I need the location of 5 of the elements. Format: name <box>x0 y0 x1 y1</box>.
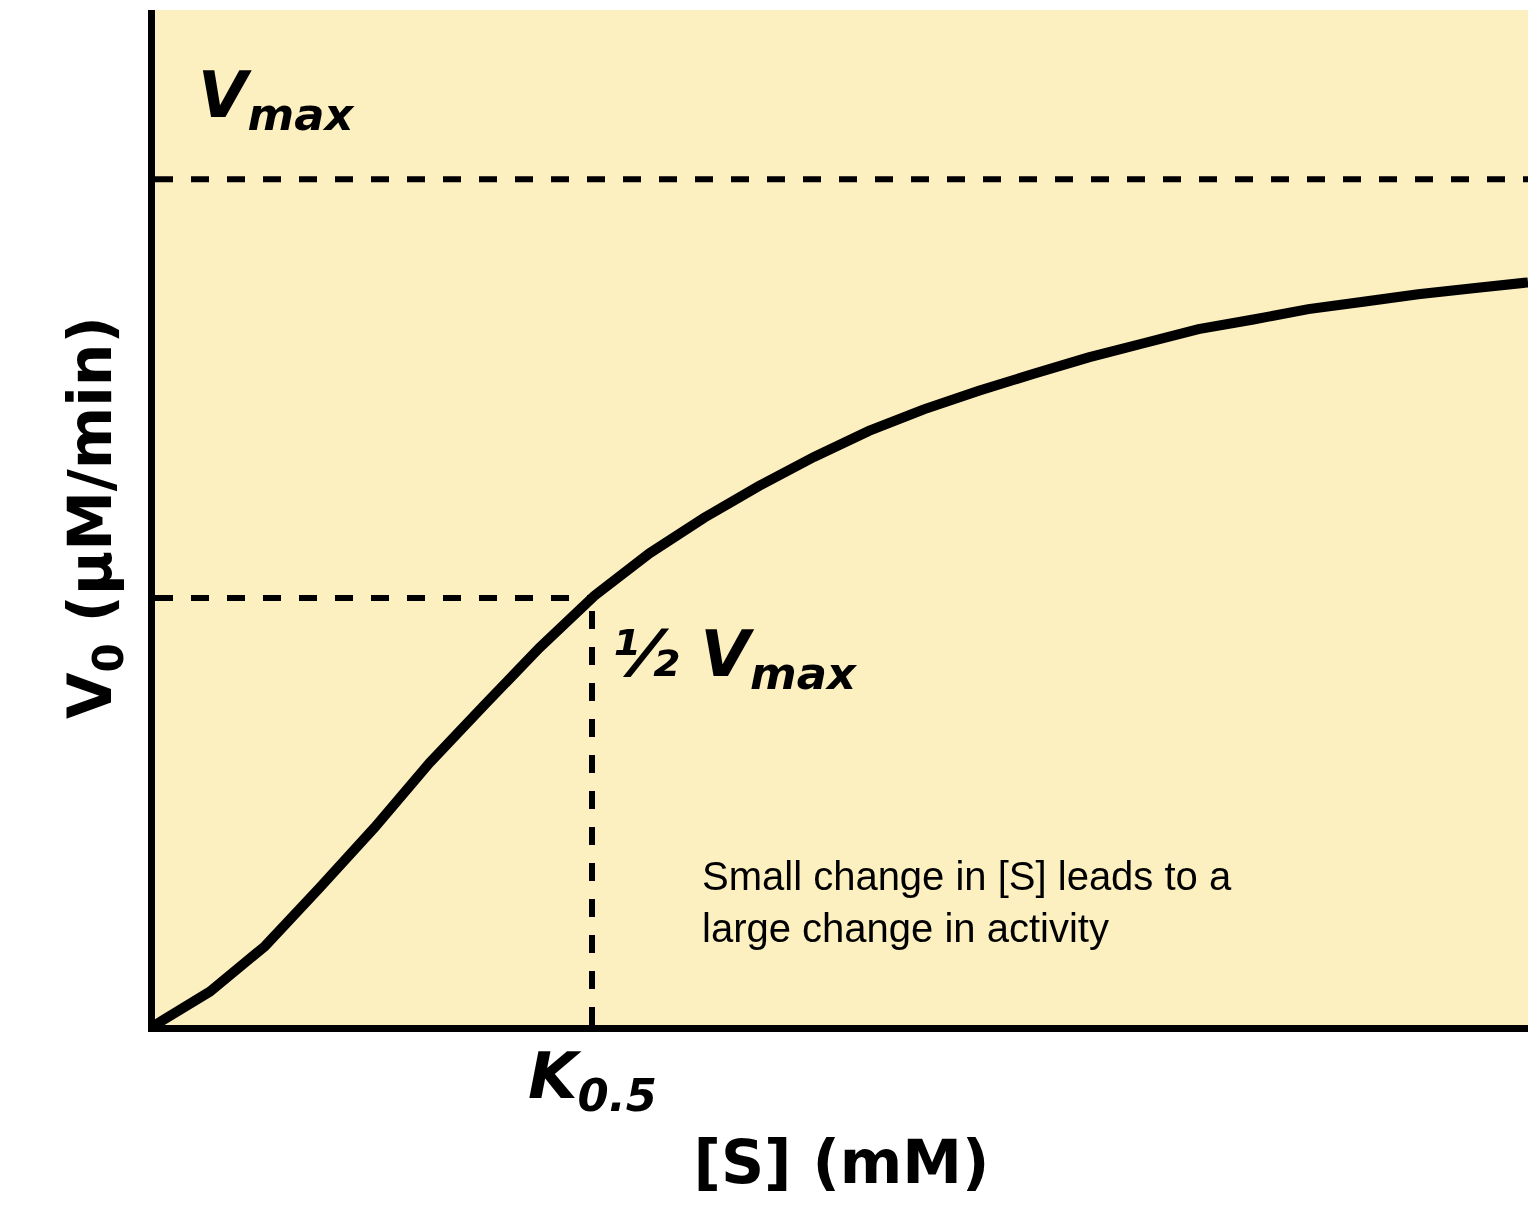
annotation: Small change in [S] leads to a large change in activity <box>702 854 1232 950</box>
x-axis-title: [S] (mM) <box>693 1127 990 1198</box>
ref-line-label: V$_{max}$ <box>198 58 356 142</box>
text: K$_{0.5}$ <box>528 1039 657 1123</box>
ref-line-label: ½ V$_{max}$ <box>612 617 858 701</box>
